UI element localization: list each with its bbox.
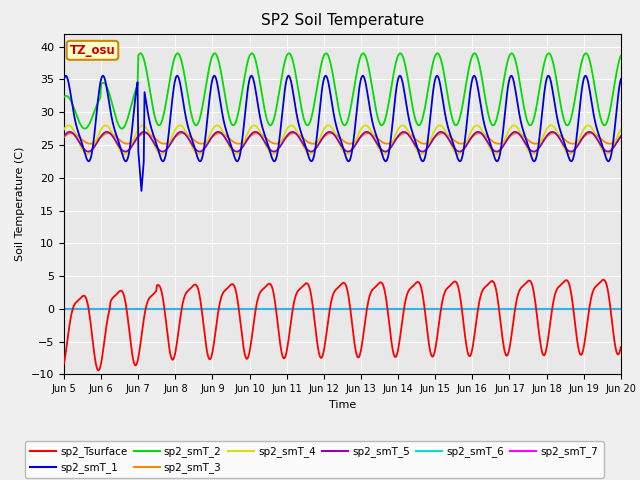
Text: TZ_osu: TZ_osu (70, 44, 115, 57)
X-axis label: Time: Time (329, 400, 356, 409)
Title: SP2 Soil Temperature: SP2 Soil Temperature (260, 13, 424, 28)
Legend: sp2_Tsurface, sp2_smT_1, sp2_smT_2, sp2_smT_3, sp2_smT_4, sp2_smT_5, sp2_smT_6, : sp2_Tsurface, sp2_smT_1, sp2_smT_2, sp2_… (25, 441, 604, 479)
Y-axis label: Soil Temperature (C): Soil Temperature (C) (15, 147, 26, 261)
